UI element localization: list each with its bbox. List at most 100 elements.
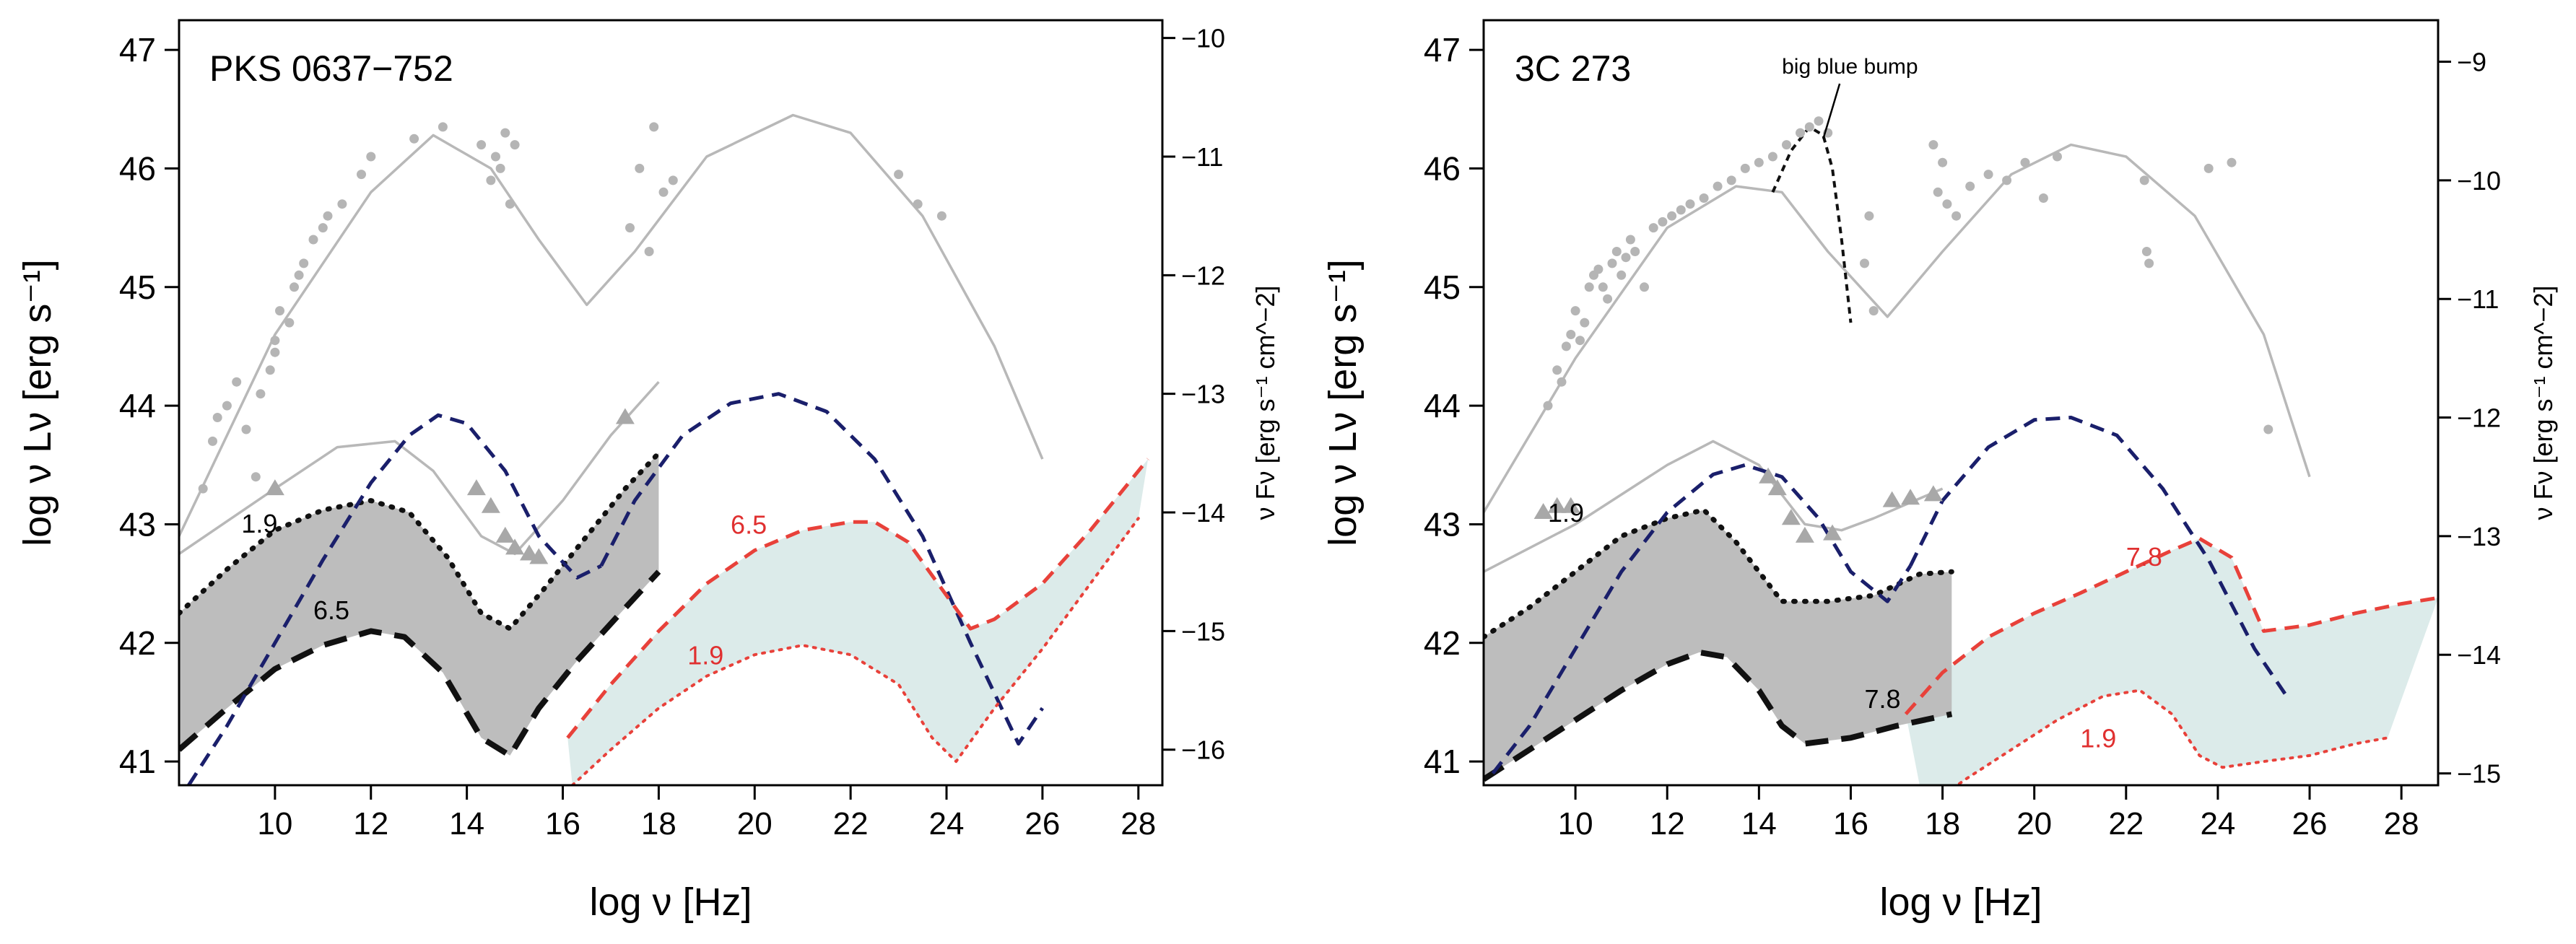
x-tick-label: 20 <box>737 806 773 842</box>
x-tick-label: 16 <box>1833 806 1868 842</box>
annotation-label: 1.9 <box>1548 498 1584 528</box>
panel-left-y-label: log ν Lν [erg s⁻¹] <box>16 259 59 546</box>
data-point <box>1621 253 1631 263</box>
data-point <box>232 377 242 387</box>
data-triangle <box>1823 524 1842 541</box>
series-inverse-compton-model <box>1908 416 2289 698</box>
data-triangle <box>1781 509 1801 525</box>
series-upper-boundary-1-9 <box>179 450 661 631</box>
y-tick-label: 41 <box>1424 743 1461 780</box>
data-point <box>510 140 520 150</box>
panel-right-x-ticks: 10 12 14 16 18 20 22 24 26 28 <box>1558 785 2419 842</box>
y-tick-label: 41 <box>119 743 156 780</box>
panel-left-points <box>198 122 947 564</box>
y2-tick-label: −13 <box>1181 380 1225 409</box>
data-point <box>1584 282 1594 292</box>
y2-tick-label: −10 <box>2457 166 2501 196</box>
data-point <box>1575 336 1585 346</box>
data-point <box>251 472 261 482</box>
panel-right-frame <box>1482 19 2440 787</box>
panel-right-y-label: log ν Lν [erg s⁻¹] <box>1321 259 1365 546</box>
y-tick-label: 42 <box>1424 624 1461 662</box>
x-tick-label: 24 <box>2200 806 2235 842</box>
data-point <box>265 365 275 375</box>
series-ec-model-6-5 <box>566 458 1150 739</box>
panel-right-y-ticks: 41 42 43 44 45 46 47 <box>1424 31 1484 780</box>
y2-tick-label: −9 <box>2457 48 2486 77</box>
x-tick-label: 26 <box>1024 806 1060 842</box>
data-point <box>1860 258 1869 268</box>
data-point <box>625 223 635 233</box>
y-tick-label: 44 <box>1424 387 1461 424</box>
panel-right-points <box>1533 116 2273 543</box>
data-point <box>1699 193 1709 203</box>
series-inverse-compton-model <box>599 392 1044 746</box>
data-point <box>275 306 284 316</box>
data-point <box>1648 223 1658 233</box>
data-point <box>1933 187 1943 197</box>
panel-right-lines <box>1484 125 2438 785</box>
panel-left-y-ticks: 41 42 43 44 45 46 47 <box>119 31 179 780</box>
y-tick-label: 47 <box>119 31 156 69</box>
data-point <box>2144 258 2154 268</box>
data-point <box>1804 122 1814 132</box>
data-point <box>1713 181 1723 191</box>
data-point <box>290 282 299 292</box>
data-point <box>1598 282 1608 292</box>
data-point <box>308 235 318 245</box>
y2-tick-label: −11 <box>1181 142 1223 172</box>
series-lower-boundary-7-8 <box>1484 649 1953 782</box>
data-point <box>1864 211 1874 221</box>
panel-left-fills <box>179 453 1149 785</box>
data-point <box>2002 175 2012 185</box>
data-point <box>495 163 505 173</box>
data-point <box>294 270 304 280</box>
x-tick-label: 28 <box>2384 806 2419 842</box>
data-point <box>1767 152 1777 162</box>
data-point <box>409 134 419 144</box>
data-triangle <box>466 479 486 496</box>
data-triangle <box>1923 485 1943 502</box>
panel-left-x-label: log ν [Hz] <box>589 880 752 924</box>
y-tick-label: 43 <box>119 505 156 543</box>
data-triangle <box>1759 467 1778 484</box>
y-tick-label: 45 <box>119 268 156 306</box>
series-faint-sed-model <box>179 381 660 556</box>
data-point <box>1951 211 1962 221</box>
annotation-label: 7.8 <box>1865 684 1901 714</box>
x-tick-label: 14 <box>1741 806 1777 842</box>
data-point <box>491 152 500 162</box>
data-point <box>2227 157 2237 167</box>
data-triangle <box>1561 497 1580 513</box>
panel-right-boundary-band <box>1484 510 1952 779</box>
panel-left-lines <box>179 113 1150 785</box>
panel-right-fills <box>1484 510 2438 785</box>
x-tick-label: 24 <box>929 806 965 842</box>
panel-right-x-label: log ν [Hz] <box>1879 880 2042 924</box>
data-point <box>366 152 376 162</box>
data-point <box>208 436 217 446</box>
data-point <box>222 401 232 411</box>
y2-tick-label: −15 <box>2457 759 2501 789</box>
data-point <box>1983 170 1993 180</box>
data-point <box>1965 181 1975 191</box>
series-ec-model-1-9 <box>1954 689 2390 785</box>
panel-left-boundary-band <box>179 453 659 756</box>
data-point <box>212 413 222 422</box>
y-tick-label: 46 <box>119 149 156 187</box>
data-point <box>1782 140 1791 150</box>
panel-left-ec-band <box>567 459 1149 785</box>
annotation-label: 6.5 <box>313 595 349 625</box>
data-triangle <box>1533 503 1553 520</box>
series-synchrotron-model <box>187 413 602 785</box>
x-tick-label: 10 <box>257 806 292 842</box>
data-point <box>1552 365 1562 375</box>
y2-tick-label: −14 <box>1181 498 1225 528</box>
data-triangle <box>1547 497 1567 513</box>
data-point <box>2020 157 2030 167</box>
data-point <box>1868 306 1879 316</box>
data-point <box>635 163 645 173</box>
